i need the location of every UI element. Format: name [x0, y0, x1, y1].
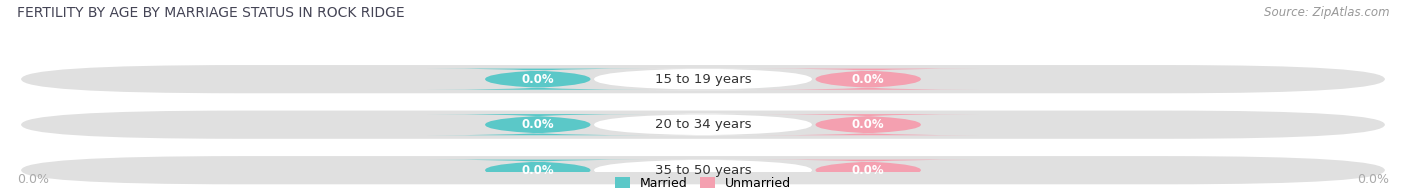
FancyBboxPatch shape: [758, 69, 979, 90]
Text: 0.0%: 0.0%: [1357, 173, 1389, 186]
Text: FERTILITY BY AGE BY MARRIAGE STATUS IN ROCK RIDGE: FERTILITY BY AGE BY MARRIAGE STATUS IN R…: [17, 6, 405, 20]
FancyBboxPatch shape: [427, 114, 648, 135]
FancyBboxPatch shape: [758, 160, 979, 181]
Legend: Married, Unmarried: Married, Unmarried: [614, 177, 792, 190]
Text: 0.0%: 0.0%: [852, 118, 884, 131]
Text: 35 to 50 years: 35 to 50 years: [655, 164, 751, 177]
FancyBboxPatch shape: [21, 156, 1385, 184]
Text: 0.0%: 0.0%: [852, 164, 884, 177]
Text: 15 to 19 years: 15 to 19 years: [655, 73, 751, 86]
FancyBboxPatch shape: [593, 114, 813, 136]
Text: Source: ZipAtlas.com: Source: ZipAtlas.com: [1264, 6, 1389, 19]
Text: 0.0%: 0.0%: [522, 73, 554, 86]
FancyBboxPatch shape: [21, 111, 1385, 139]
Text: 0.0%: 0.0%: [852, 73, 884, 86]
FancyBboxPatch shape: [427, 160, 648, 181]
FancyBboxPatch shape: [427, 69, 648, 90]
FancyBboxPatch shape: [21, 65, 1385, 93]
Text: 0.0%: 0.0%: [522, 164, 554, 177]
FancyBboxPatch shape: [758, 114, 979, 135]
Text: 0.0%: 0.0%: [522, 118, 554, 131]
FancyBboxPatch shape: [593, 159, 813, 181]
Text: 0.0%: 0.0%: [17, 173, 49, 186]
Text: 20 to 34 years: 20 to 34 years: [655, 118, 751, 131]
FancyBboxPatch shape: [593, 68, 813, 90]
